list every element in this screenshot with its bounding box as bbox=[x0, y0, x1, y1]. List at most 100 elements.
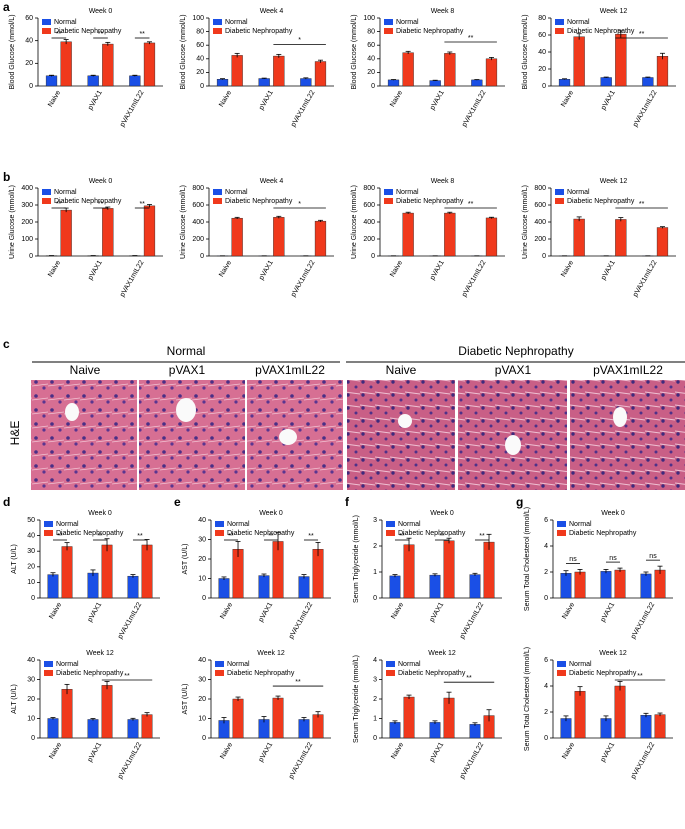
bar bbox=[87, 572, 99, 599]
legend-swatch bbox=[213, 198, 222, 204]
legend-swatch bbox=[42, 28, 51, 34]
bar bbox=[600, 77, 612, 87]
legend-swatch bbox=[213, 189, 222, 195]
chart-title: Week 0 bbox=[88, 510, 112, 517]
chart-title: Week 12 bbox=[600, 178, 628, 185]
bar bbox=[403, 544, 415, 599]
y-tick-label: 80 bbox=[367, 28, 375, 35]
group-label: Normal bbox=[167, 344, 206, 358]
y-tick-label: 30 bbox=[27, 676, 35, 683]
significance-label: ** bbox=[97, 533, 103, 540]
y-axis-label: Blood Glucose (mmol/L) bbox=[351, 14, 358, 89]
bar bbox=[258, 575, 270, 599]
bar bbox=[389, 575, 401, 599]
bar bbox=[444, 212, 456, 257]
central-vein bbox=[398, 414, 412, 428]
y-tick-label: 0 bbox=[29, 83, 33, 90]
y-axis-label: Serum Triglyceride (mmol/L) bbox=[353, 655, 360, 743]
chart-title: Week 0 bbox=[89, 178, 113, 185]
y-tick-label: 100 bbox=[21, 236, 33, 243]
bar bbox=[102, 43, 114, 87]
x-tick-label: pVAX1mIL22 bbox=[459, 601, 485, 640]
bar bbox=[47, 574, 59, 599]
chart-title: Week 12 bbox=[599, 650, 627, 657]
x-tick-label: pVAX1mIL22 bbox=[630, 741, 656, 780]
y-tick-label: 10 bbox=[198, 575, 206, 582]
x-tick-label: Naive bbox=[48, 741, 63, 760]
y-tick-label: 600 bbox=[534, 202, 546, 209]
legend-label: Diabetic Nephropathy bbox=[569, 530, 637, 537]
sample-label: pVAX1mIL22 bbox=[593, 363, 663, 377]
bar bbox=[298, 719, 310, 739]
y-tick-label: 2 bbox=[373, 543, 377, 550]
x-tick-label: pVAX1mIL22 bbox=[461, 89, 487, 128]
bar bbox=[231, 55, 243, 87]
y-tick-label: 0 bbox=[202, 595, 206, 602]
y-axis-label: Serum Total Cholesterol (mmol/L) bbox=[524, 647, 531, 751]
significance-label: ** bbox=[308, 533, 314, 540]
x-tick-label: pVAX1 bbox=[600, 259, 617, 281]
bar bbox=[429, 722, 441, 739]
central-vein bbox=[613, 407, 627, 427]
y-tick-label: 30 bbox=[27, 548, 35, 555]
bar bbox=[600, 718, 612, 739]
bar bbox=[102, 208, 114, 257]
bar bbox=[127, 575, 139, 599]
x-tick-label: pVAX1mIL22 bbox=[119, 259, 145, 298]
x-tick-label: pVAX1 bbox=[258, 601, 275, 623]
y-tick-label: 10 bbox=[198, 715, 206, 722]
y-tick-label: 0 bbox=[542, 83, 546, 90]
bar bbox=[615, 33, 627, 87]
legend-label: Diabetic Nephropathy bbox=[227, 530, 295, 537]
legend-label: Diabetic Nephropathy bbox=[225, 198, 293, 205]
bar bbox=[469, 724, 481, 739]
bar bbox=[387, 79, 400, 87]
legend-swatch bbox=[42, 189, 51, 195]
panel-letter: a bbox=[3, 0, 10, 14]
y-tick-label: 4 bbox=[544, 543, 548, 550]
legend-swatch bbox=[557, 521, 566, 527]
x-tick-label: Naive bbox=[48, 601, 63, 620]
legend-swatch bbox=[557, 530, 566, 536]
y-axis-label: Serum Triglyceride (mmol/L) bbox=[353, 515, 360, 603]
y-tick-label: 0 bbox=[31, 595, 35, 602]
significance-label: ** bbox=[98, 31, 104, 38]
bar bbox=[61, 546, 73, 599]
x-tick-label: pVAX1 bbox=[258, 259, 275, 281]
chart-title: Week 12 bbox=[600, 8, 628, 15]
y-tick-label: 0 bbox=[200, 83, 204, 90]
y-tick-label: 800 bbox=[192, 185, 204, 192]
x-tick-label: pVAX1mIL22 bbox=[117, 601, 143, 640]
x-tick-label: pVAX1mIL22 bbox=[630, 601, 656, 640]
significance-label: ** bbox=[466, 675, 472, 682]
significance-label: ** bbox=[56, 201, 62, 208]
x-tick-label: Naive bbox=[47, 259, 62, 278]
bar bbox=[573, 36, 585, 87]
legend-label: Normal bbox=[227, 521, 250, 528]
bar bbox=[312, 549, 324, 599]
y-tick-label: 100 bbox=[363, 15, 375, 22]
y-tick-label: 300 bbox=[21, 202, 33, 209]
bar bbox=[654, 569, 666, 599]
x-tick-label: Naive bbox=[218, 89, 233, 108]
y-axis-label: AST (U/L) bbox=[182, 684, 189, 715]
legend-label: Diabetic Nephropathy bbox=[567, 198, 635, 205]
legend-label: Diabetic Nephropathy bbox=[227, 670, 295, 677]
y-tick-label: 0 bbox=[542, 253, 546, 260]
significance-label: ** bbox=[268, 533, 274, 540]
legend-label: Normal bbox=[567, 19, 590, 26]
significance-label: ns bbox=[569, 556, 577, 563]
x-tick-label: pVAX1 bbox=[87, 89, 104, 111]
y-tick-label: 60 bbox=[196, 42, 204, 49]
significance-label: ** bbox=[468, 35, 474, 42]
legend-label: Normal bbox=[225, 19, 248, 26]
legend-swatch bbox=[42, 19, 51, 25]
y-tick-label: 0 bbox=[200, 253, 204, 260]
bar bbox=[443, 540, 455, 599]
y-tick-label: 800 bbox=[363, 185, 375, 192]
bar bbox=[485, 217, 498, 257]
legend-label: Normal bbox=[56, 521, 79, 528]
chart-title: Week 0 bbox=[259, 510, 283, 517]
legend-swatch bbox=[384, 28, 393, 34]
